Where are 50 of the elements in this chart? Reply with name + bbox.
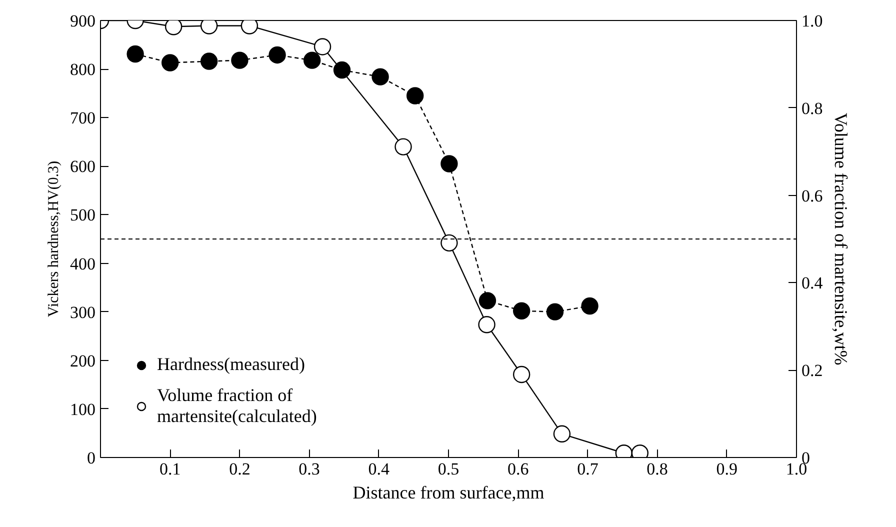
x-tick-label: 0.5 [438, 460, 460, 478]
y-tick-label: 400 [70, 254, 96, 274]
point [394, 138, 412, 156]
point [303, 52, 321, 69]
y2-tick-label: 0.4 [802, 274, 824, 293]
y-tick-label: 500 [70, 206, 96, 225]
y-tick-label: 700 [70, 108, 96, 128]
y2-tick-label: 1.0 [802, 12, 823, 30]
point [231, 52, 248, 69]
point [478, 292, 496, 310]
point [546, 303, 564, 320]
point [440, 155, 458, 172]
point [268, 46, 286, 64]
y-tick-label: 100 [70, 400, 96, 419]
point [406, 87, 424, 104]
y-tick-label: 800 [70, 60, 96, 80]
point [200, 52, 218, 70]
y2-tick-label: 0.8 [802, 98, 823, 118]
y2-axis-title: Volume fraction of martensite,wt% [830, 112, 851, 366]
point [314, 38, 332, 56]
x-tick-label: 0.6 [507, 460, 529, 478]
point [126, 45, 144, 63]
x-axis-title: Distance from surface,mm [352, 482, 544, 502]
x-tick-label: 0.4 [368, 460, 390, 478]
x-tick-label: 0.1 [159, 460, 181, 478]
y-tick-label: 200 [70, 351, 96, 370]
point [162, 54, 179, 72]
point [333, 61, 351, 79]
legend-label: Hardness(measured) [157, 354, 305, 375]
point [440, 234, 458, 252]
y-tick-label: 600 [70, 157, 96, 176]
point [512, 366, 530, 384]
y-tick-label: 0 [87, 448, 96, 468]
point [164, 20, 182, 36]
point [581, 297, 598, 315]
y-tick-label: 900 [70, 12, 96, 30]
x-tick-label: 0.8 [646, 460, 668, 478]
y2-tick-label: 0.2 [802, 361, 823, 380]
point [372, 68, 389, 86]
y2-tick-label: 0.6 [802, 186, 823, 206]
legend-label: Volume fraction of martensite(calculated) [157, 385, 317, 427]
x-tick-label: 0.9 [716, 460, 738, 478]
point [512, 302, 530, 320]
x-tick-label: 0.2 [229, 460, 250, 478]
x-tick-label: 0.3 [298, 460, 320, 478]
point [478, 316, 496, 334]
y-tick-label: 300 [70, 302, 96, 322]
x-tick-label: 0.7 [577, 460, 599, 478]
y-axis-title: Vickers hardness,HV(0.3) [46, 160, 62, 318]
point [553, 425, 571, 442]
